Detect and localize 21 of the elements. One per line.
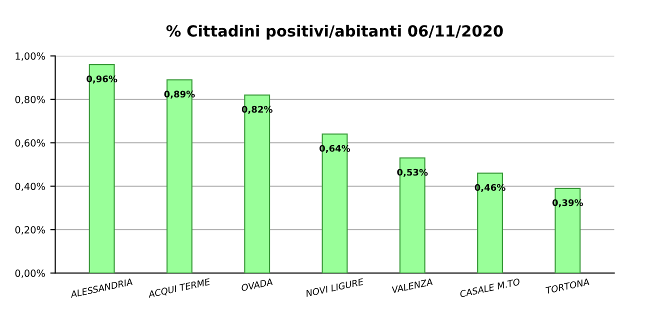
y-tick-label: 0,80% [15,96,45,104]
data-label: 0,39% [552,199,584,208]
y-tick-label: 0,00% [15,270,45,278]
data-label: 0,96% [86,75,118,84]
y-tick-label: 0,40% [15,182,45,192]
data-label: 0,64% [320,144,350,153]
x-tick-label: VALENZA [392,278,433,294]
data-label: 0,82% [242,106,272,114]
x-tick-label: ACQUI TERME [147,278,211,299]
x-tick-label: CASALE M.TO [460,278,520,298]
data-label: 0,46% [474,184,506,192]
y-tick-label: 1,00% [16,52,45,61]
x-tick-label: TORTONA [545,278,590,294]
bar [554,188,581,274]
data-label: 0,89% [164,90,195,99]
chart-title: % Cittadini positivi/abitanti 06/11/2020 [166,24,503,40]
y-tick-label: 0,60% [15,139,45,148]
x-tick-label: NOVI LIGURE [305,278,364,297]
y-tick-label: 0,20% [15,226,45,234]
x-tick-label: OVADA [240,278,273,292]
data-label: 0,53% [397,168,428,177]
